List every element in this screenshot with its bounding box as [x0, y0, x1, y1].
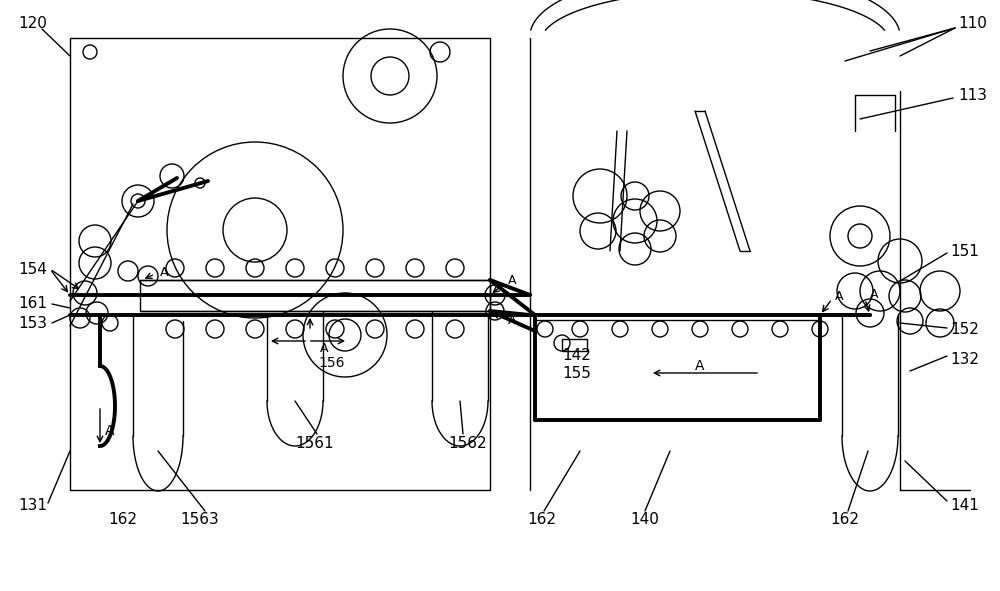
- Text: A: A: [508, 314, 516, 327]
- Text: A: A: [508, 274, 516, 287]
- Text: A: A: [160, 267, 168, 280]
- Text: 110: 110: [958, 17, 987, 31]
- Text: 131: 131: [18, 498, 47, 514]
- Text: 142: 142: [562, 349, 591, 363]
- Text: 161: 161: [18, 297, 47, 311]
- Text: 140: 140: [630, 511, 659, 527]
- Text: 162: 162: [108, 511, 137, 527]
- Text: A: A: [320, 343, 328, 356]
- Text: 141: 141: [950, 498, 979, 514]
- Text: 1562: 1562: [448, 436, 487, 450]
- Text: 120: 120: [18, 17, 47, 31]
- Text: 1563: 1563: [180, 511, 219, 527]
- Text: 155: 155: [562, 365, 591, 381]
- Text: 156: 156: [318, 356, 344, 370]
- Text: 162: 162: [527, 511, 556, 527]
- Text: A: A: [870, 287, 879, 300]
- Text: 162: 162: [830, 511, 859, 527]
- Text: A: A: [105, 424, 114, 438]
- Text: 151: 151: [950, 243, 979, 258]
- Text: 132: 132: [950, 352, 979, 366]
- Text: 113: 113: [958, 89, 987, 103]
- Text: 1561: 1561: [295, 436, 334, 450]
- Text: 153: 153: [18, 316, 47, 330]
- Text: 154: 154: [18, 261, 47, 277]
- Bar: [562, 339, 587, 351]
- Text: 152: 152: [950, 322, 979, 336]
- Bar: [535, 320, 820, 420]
- Bar: [140, 280, 490, 311]
- Bar: [70, 38, 490, 490]
- Text: A: A: [695, 359, 705, 373]
- Text: A: A: [835, 290, 844, 303]
